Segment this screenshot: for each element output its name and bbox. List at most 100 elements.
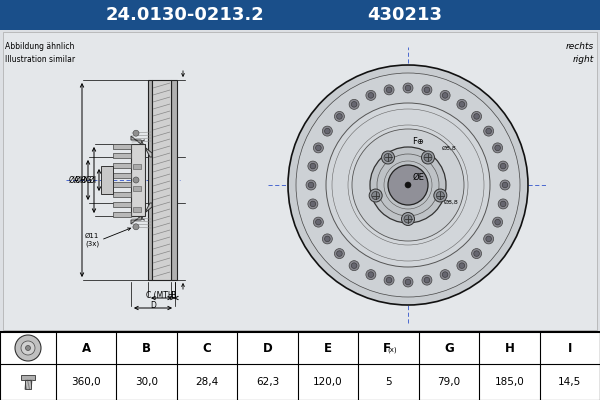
Circle shape <box>325 128 330 134</box>
Text: H: H <box>505 342 514 354</box>
Circle shape <box>422 275 432 285</box>
Bar <box>133 207 141 212</box>
Circle shape <box>384 85 394 95</box>
Text: B: B <box>142 342 151 354</box>
Text: ØE: ØE <box>413 173 425 182</box>
Circle shape <box>25 346 31 350</box>
Bar <box>113 163 131 168</box>
Bar <box>101 166 113 194</box>
Circle shape <box>352 263 357 268</box>
Circle shape <box>440 90 450 100</box>
Text: I: I <box>568 342 572 354</box>
Text: ØI: ØI <box>89 176 97 184</box>
Circle shape <box>405 182 411 188</box>
Circle shape <box>484 126 494 136</box>
Text: G: G <box>444 342 454 354</box>
Text: Ø8,8: Ø8,8 <box>444 200 459 204</box>
Text: ØA: ØA <box>69 176 80 184</box>
Circle shape <box>424 277 430 283</box>
Circle shape <box>502 182 508 188</box>
Circle shape <box>325 236 330 242</box>
Circle shape <box>384 154 392 162</box>
Circle shape <box>495 219 500 225</box>
Circle shape <box>296 73 520 297</box>
Circle shape <box>459 263 464 268</box>
Circle shape <box>484 234 494 244</box>
Circle shape <box>421 151 434 164</box>
Text: ØG: ØG <box>80 176 92 184</box>
Polygon shape <box>131 136 152 157</box>
Circle shape <box>371 192 380 200</box>
Circle shape <box>366 270 376 280</box>
Text: B: B <box>170 291 176 300</box>
Text: 360,0: 360,0 <box>71 377 101 387</box>
Circle shape <box>316 219 321 225</box>
Bar <box>113 173 131 178</box>
Circle shape <box>310 201 316 207</box>
Text: ATE: ATE <box>380 119 466 161</box>
Circle shape <box>403 83 413 93</box>
Circle shape <box>404 215 412 223</box>
Circle shape <box>457 261 467 271</box>
Circle shape <box>368 272 374 278</box>
Text: D: D <box>150 301 156 310</box>
Text: ØH: ØH <box>74 176 86 184</box>
Bar <box>0 0 600 30</box>
Bar <box>113 212 131 216</box>
Circle shape <box>352 129 464 241</box>
Text: (x): (x) <box>388 347 397 353</box>
Bar <box>133 164 141 169</box>
Circle shape <box>15 335 41 361</box>
Circle shape <box>405 279 411 285</box>
Text: 430213: 430213 <box>367 6 443 24</box>
Circle shape <box>21 341 35 355</box>
Circle shape <box>382 151 395 164</box>
Circle shape <box>337 251 342 256</box>
Circle shape <box>486 236 491 242</box>
Bar <box>0 332 600 400</box>
Circle shape <box>500 180 510 190</box>
Circle shape <box>306 180 316 190</box>
Bar <box>25 380 31 389</box>
Text: 30,0: 30,0 <box>135 377 158 387</box>
Circle shape <box>472 248 482 258</box>
Text: 185,0: 185,0 <box>494 377 524 387</box>
Circle shape <box>352 102 357 107</box>
Circle shape <box>424 87 430 93</box>
Circle shape <box>349 261 359 271</box>
Circle shape <box>457 99 467 109</box>
Circle shape <box>308 161 318 171</box>
Circle shape <box>310 163 316 169</box>
Text: 24.0130-0213.2: 24.0130-0213.2 <box>106 6 265 24</box>
Circle shape <box>434 189 447 202</box>
Circle shape <box>322 126 332 136</box>
Bar <box>131 144 145 216</box>
Bar <box>113 192 131 197</box>
Circle shape <box>493 217 503 227</box>
Circle shape <box>500 163 506 169</box>
Circle shape <box>133 224 139 230</box>
Text: Ø8,8: Ø8,8 <box>442 146 457 151</box>
Circle shape <box>366 90 376 100</box>
Bar <box>113 144 131 148</box>
Circle shape <box>442 272 448 278</box>
Circle shape <box>474 114 479 119</box>
Circle shape <box>326 103 490 267</box>
Circle shape <box>370 147 446 223</box>
Circle shape <box>440 270 450 280</box>
Circle shape <box>442 92 448 98</box>
Circle shape <box>436 192 445 200</box>
Circle shape <box>308 199 318 209</box>
Text: Abbildung ähnlich
Illustration similar: Abbildung ähnlich Illustration similar <box>5 42 75 64</box>
Circle shape <box>500 201 506 207</box>
Circle shape <box>133 130 139 136</box>
Bar <box>133 186 141 191</box>
Text: 120,0: 120,0 <box>313 377 343 387</box>
Bar <box>21 375 35 380</box>
Circle shape <box>495 145 500 151</box>
Circle shape <box>133 177 139 183</box>
Circle shape <box>313 143 323 153</box>
Circle shape <box>386 277 392 283</box>
Circle shape <box>498 161 508 171</box>
Text: F⊕: F⊕ <box>412 137 424 146</box>
